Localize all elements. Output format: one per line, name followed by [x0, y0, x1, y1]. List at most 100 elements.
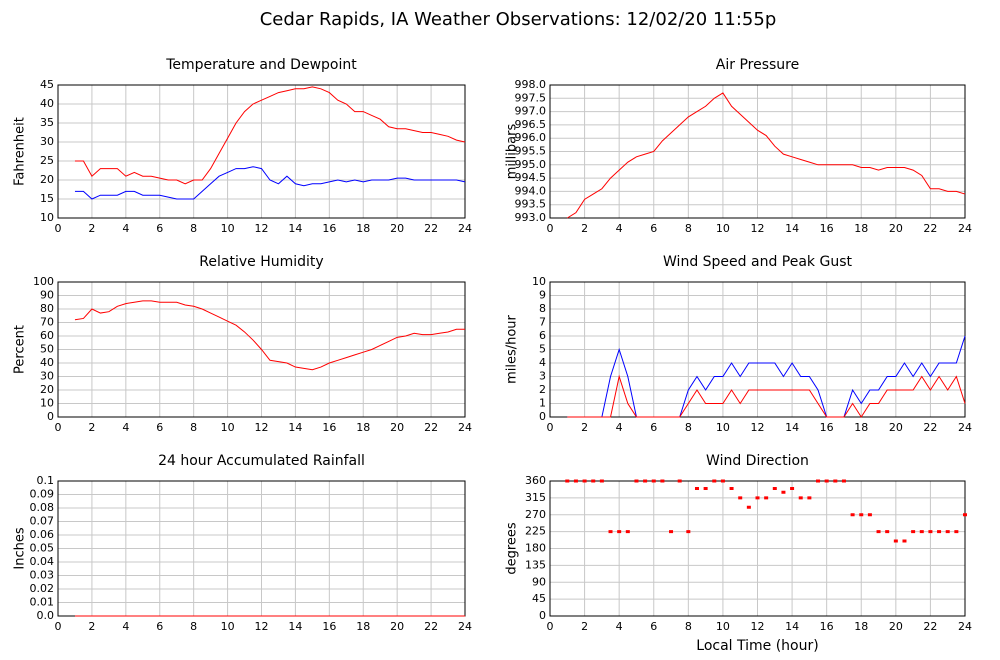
plot-frame — [549, 480, 966, 617]
x-tick-label: 4 — [616, 222, 623, 235]
x-tick-label: 8 — [685, 620, 692, 633]
y-axis-label: Fahrenheit — [13, 117, 28, 186]
x-tick-label: 24 — [458, 222, 472, 235]
y-axis-label: miles/hour — [505, 314, 520, 383]
x-tick-label: 20 — [889, 620, 903, 633]
chart-title: Air Pressure — [716, 57, 799, 73]
x-tick-label: 6 — [650, 421, 657, 434]
data-point — [729, 487, 734, 490]
x-tick-label: 14 — [785, 222, 799, 235]
data-point — [876, 530, 881, 534]
x-tick-label: 4 — [616, 620, 623, 633]
y-tick-label: 40 — [40, 97, 54, 110]
chart-title: Wind Speed and Peak Gust — [663, 254, 852, 270]
x-tick-label: 18 — [356, 421, 370, 434]
x-tick-label: 16 — [322, 421, 336, 434]
x-tick-label: 4 — [122, 222, 129, 235]
x-tick-label: 8 — [190, 421, 197, 434]
data-point — [694, 487, 699, 490]
x-tick-label: 16 — [820, 421, 834, 434]
data-point — [651, 479, 656, 483]
y-tick-label: 35 — [40, 116, 54, 129]
chart-title: 24 hour Accumulated Rainfall — [158, 453, 365, 469]
data-point — [738, 496, 743, 500]
data-point — [720, 479, 725, 483]
y-tick-label: 10 — [40, 211, 54, 224]
x-tick-label: 10 — [716, 222, 730, 235]
x-tick-label: 4 — [616, 421, 623, 434]
x-tick-label: 18 — [854, 421, 868, 434]
data-point — [755, 496, 760, 500]
x-tick-label: 8 — [685, 222, 692, 235]
x-tick-label: 10 — [716, 620, 730, 633]
data-point — [764, 496, 769, 500]
y-tick-label: 0.06 — [30, 528, 55, 541]
x-tick-label: 24 — [458, 620, 472, 633]
y-tick-label: 0 — [47, 410, 54, 423]
y-tick-label: 996.0 — [515, 131, 547, 144]
x-tick-label: 24 — [958, 421, 972, 434]
data-point — [781, 490, 786, 494]
data-point — [643, 479, 648, 483]
y-tick-label: 50 — [40, 343, 54, 356]
x-tick-label: 16 — [820, 222, 834, 235]
data-point — [677, 479, 682, 483]
y-tick-label: 135 — [525, 558, 546, 571]
y-tick-label: 20 — [40, 173, 54, 186]
x-tick-label: 12 — [751, 620, 765, 633]
data-point — [954, 530, 959, 534]
x-tick-label: 12 — [751, 421, 765, 434]
data-point — [634, 479, 639, 483]
y-tick-label: 15 — [40, 192, 54, 205]
y-tick-label: 360 — [525, 474, 546, 487]
x-tick-label: 0 — [55, 620, 62, 633]
y-tick-label: 0.07 — [30, 515, 55, 528]
y-tick-label: 100 — [33, 275, 54, 288]
x-tick-label: 18 — [356, 620, 370, 633]
x-tick-label: 2 — [88, 620, 95, 633]
y-tick-label: 40 — [40, 356, 54, 369]
y-tick-label: 30 — [40, 135, 54, 148]
x-tick-label: 12 — [255, 421, 269, 434]
x-tick-label: 10 — [221, 421, 235, 434]
y-axis-label: degrees — [505, 522, 520, 575]
y-tick-label: 90 — [532, 575, 546, 588]
x-tick-label: 12 — [255, 620, 269, 633]
data-point — [885, 530, 890, 534]
data-point — [850, 513, 855, 517]
y-tick-label: 10 — [532, 275, 546, 288]
y-tick-label: 996.5 — [515, 118, 547, 131]
data-line — [567, 374, 966, 418]
x-tick-label: 24 — [958, 222, 972, 235]
data-point — [608, 530, 613, 534]
data-line — [74, 300, 465, 371]
y-tick-label: 0.01 — [30, 596, 55, 609]
x-tick-label: 8 — [190, 620, 197, 633]
x-tick-label: 6 — [156, 620, 163, 633]
x-tick-label: 2 — [581, 222, 588, 235]
y-tick-label: 9 — [539, 289, 546, 302]
x-tick-label: 22 — [923, 421, 937, 434]
y-axis-label: Percent — [13, 325, 28, 374]
x-tick-label: 16 — [322, 620, 336, 633]
y-tick-label: 315 — [525, 491, 546, 504]
y-tick-label: 4 — [539, 356, 546, 369]
plot-frame — [549, 84, 966, 219]
plot-frame — [549, 281, 966, 418]
data-point — [712, 479, 717, 483]
x-tick-label: 14 — [785, 620, 799, 633]
y-tick-label: 90 — [40, 289, 54, 302]
data-point — [919, 530, 924, 534]
y-tick-label: 0.08 — [30, 501, 55, 514]
x-tick-label: 0 — [55, 421, 62, 434]
x-tick-label: 20 — [390, 620, 404, 633]
data-point — [617, 530, 622, 534]
x-tick-label: 10 — [716, 421, 730, 434]
plot-frame — [57, 84, 466, 219]
data-point — [859, 513, 864, 517]
x-tick-label: 6 — [156, 222, 163, 235]
data-point — [798, 496, 803, 500]
data-point — [565, 479, 570, 483]
y-tick-label: 0 — [539, 609, 546, 622]
y-tick-label: 270 — [525, 508, 546, 521]
